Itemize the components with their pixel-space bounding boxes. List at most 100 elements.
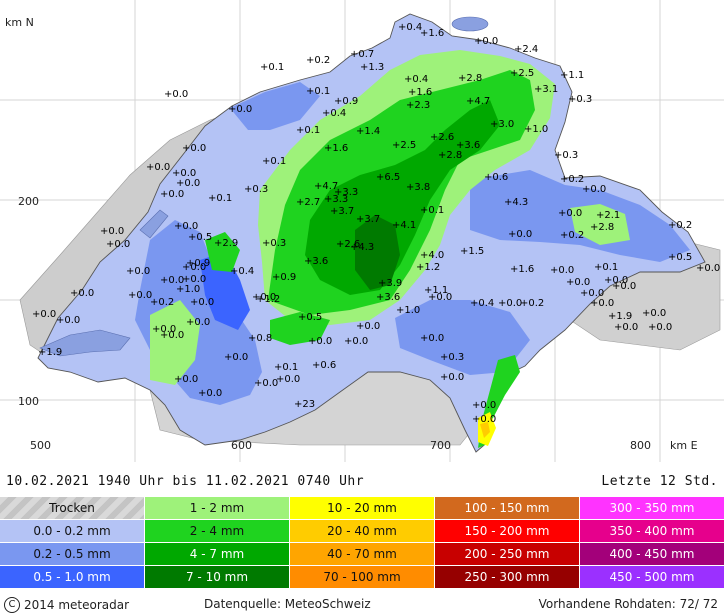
lake-constance [451,16,489,32]
station-value-label: +0.8 [248,333,272,344]
lake-geneva [39,329,131,357]
station-value-label: +23 [294,399,315,410]
x-tick-500: 500 [30,439,51,452]
station-value-label: +3.6 [456,140,480,151]
legend-cell: 10 - 20 mm [290,497,434,519]
station-value-label: +0.1 [274,362,298,373]
station-value-label: +0.0 [70,288,94,299]
station-value-label: +0.0 [106,239,130,250]
y-tick-200: 200 [18,195,39,208]
station-value-label: +4.7 [314,181,338,192]
station-value-label: +2.8 [438,150,462,161]
station-value-label: +0.0 [474,36,498,47]
station-value-label: +0.2 [306,55,330,66]
station-value-label: +0.7 [350,49,374,60]
info-bar: 10.02.2021 1940 Uhr bis 11.02.2021 0740 … [0,470,724,496]
station-value-label: +0.0 [254,378,278,389]
station-value-label: +2.4 [514,44,538,55]
station-value-label: +0.5 [668,252,692,263]
legend-cell: 400 - 450 mm [580,543,724,565]
precip-zone-green-se [270,312,330,345]
station-value-label: +0.0 [146,162,170,173]
station-value-label: +1.0 [396,305,420,316]
period-label: Letzte 12 Std. [601,474,718,489]
station-value-label: +0.1 [306,86,330,97]
station-value-label: +0.0 [614,322,638,333]
legend-cell: 450 - 500 mm [580,566,724,588]
legend-cell: 0.2 - 0.5 mm [0,543,144,565]
legend-cell: 0.5 - 1.0 mm [0,566,144,588]
color-legend: Trocken 1 - 2 mm 10 - 20 mm 100 - 150 mm 300… [0,497,724,589]
station-value-label: +0.0 [152,324,176,335]
station-value-label: +0.0 [172,168,196,179]
station-value-label: +2.5 [510,68,534,79]
station-value-label: +0.0 [100,226,124,237]
legend-cell: 2 - 4 mm [145,520,289,542]
station-value-label: +3.3 [324,194,348,205]
map-svg: km N km E 200 100 500 600 700 800 +0.4+1… [0,0,724,462]
station-value-label: +1.6 [408,87,432,98]
axis-north-label: km N [5,16,34,29]
station-value-label: +4.7 [466,96,490,107]
precip-zone-lightgreen-east [570,204,630,245]
station-value-label: +0.0 [186,317,210,328]
station-value-label: +0.2 [150,297,174,308]
station-value-label: +0.0 [580,288,604,299]
station-value-label: +0.0 [190,297,214,308]
station-value-label: +0.0 [160,330,184,341]
station-value-label: +0.0 [56,315,80,326]
station-value-label: +3.6 [376,292,400,303]
station-value-label: +0.1 [420,205,444,216]
station-value-label: +1.5 [460,246,484,257]
station-value-label: +0.0 [198,388,222,399]
station-value-label: +0.0 [126,266,150,277]
station-value-label: +0.2 [520,298,544,309]
precip-zone-orange [480,422,490,438]
station-value-label: +0.4 [470,298,494,309]
x-tick-600: 600 [231,439,252,452]
time-range: 10.02.2021 1940 Uhr bis 11.02.2021 0740 … [6,474,365,489]
station-value-label: +0.3 [262,238,286,249]
station-value-label: +1.0 [176,284,200,295]
station-value-label: +1.6 [510,264,534,275]
station-value-label: +0.0 [566,277,590,288]
station-value-label: +3.7 [356,214,380,225]
legend-cell: 150 - 200 mm [435,520,579,542]
station-value-label: +3.9 [378,278,402,289]
precipitation-map: km N km E 200 100 500 600 700 800 +0.4 +1… [0,0,724,462]
station-value-label: +0.0 [642,308,666,319]
station-value-label: +0.4 [398,22,422,33]
station-value-label: +2.1 [596,210,620,221]
precip-zone-lightgreen-west [150,300,200,385]
station-value-label: +0.0 [276,374,300,385]
station-value-label: +2.3 [406,100,430,111]
station-value-label: +1.9 [608,311,632,322]
station-value-label: +0.2 [560,174,584,185]
station-value-label: +1.2 [256,294,280,305]
station-value-label: +3.1 [534,84,558,95]
station-value-label: +0.9 [334,96,358,107]
legend-cell: 250 - 300 mm [435,566,579,588]
station-value-label: +1.0 [524,124,548,135]
station-value-label: +0.0 [164,89,188,100]
copyright: C 2014 meteoradar [4,597,129,613]
station-value-label: +2.6 [336,239,360,250]
station-labels: +0.4+1.6+0.0+2.4+0.2+0.7+0.1 +1.3+0.4 +2.8… [32,22,720,425]
station-value-label: +0.2 [560,230,584,241]
station-value-label: +0.0 [308,336,332,347]
station-value-label: +3.8 [406,182,430,193]
station-value-label: +0.0 [356,321,380,332]
legend-cell: 1 - 2 mm [145,497,289,519]
station-value-label: +0.3 [440,352,464,363]
legend-cell: Trocken [0,497,144,519]
station-value-label: +0.0 [508,229,532,240]
station-value-label: +2.7 [296,197,320,208]
data-source: Datenquelle: MeteoSchweiz [204,597,371,611]
station-value-label: +0.0 [182,143,206,154]
station-value-label: +0.0 [160,275,184,286]
station-value-label: +2.6 [430,132,454,143]
station-value-label: +0.0 [472,414,496,425]
precip-zone-green-west [205,232,240,272]
axis-east-label: km E [670,439,698,452]
x-tick-800: 800 [630,439,651,452]
